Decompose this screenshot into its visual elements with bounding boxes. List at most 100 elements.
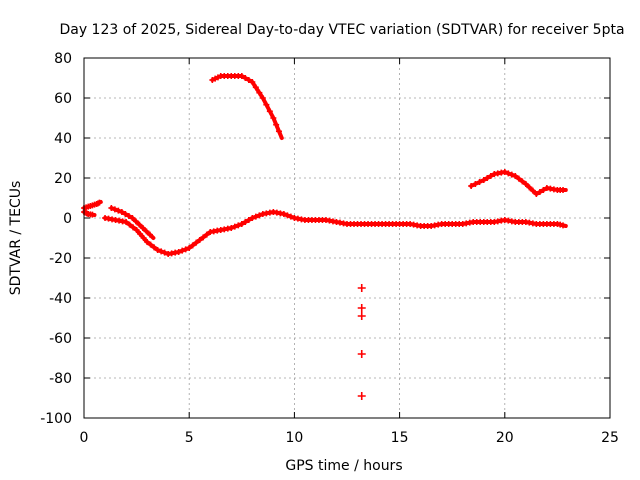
data-point (515, 175, 522, 182)
data-point (526, 184, 533, 191)
data-point (252, 213, 259, 220)
data-point (140, 235, 147, 241)
data-point (284, 212, 291, 219)
data-point (508, 171, 515, 178)
sat-trace-3-points (102, 209, 567, 257)
x-tick-label: 0 (80, 430, 89, 446)
data-point (133, 227, 140, 233)
data-point (512, 173, 519, 179)
data-point (270, 115, 277, 121)
data-point (108, 205, 115, 211)
outlier-point (357, 350, 366, 358)
data-point (158, 248, 165, 255)
y-tick-label: 40 (54, 131, 72, 147)
data-point (501, 169, 508, 175)
data-point (96, 199, 103, 206)
data-point (256, 89, 263, 96)
sat-trace-6 (469, 170, 568, 196)
data-point (249, 215, 256, 221)
chart-title: Day 123 of 2025, Sidereal Day-to-day VTE… (59, 22, 624, 38)
y-tick-label: -40 (49, 291, 72, 307)
data-point (245, 217, 252, 223)
data-point (468, 183, 475, 189)
data-point (280, 211, 287, 217)
data-point (189, 242, 196, 249)
data-point (89, 211, 96, 218)
data-point (111, 206, 118, 213)
data-point (118, 209, 125, 215)
data-point (203, 231, 210, 238)
data-point (130, 224, 137, 231)
sat-trace-4-points (108, 205, 153, 238)
data-point (238, 221, 245, 227)
data-point (275, 128, 282, 135)
data-point (175, 249, 182, 255)
data-point (154, 247, 161, 253)
data-point (146, 231, 153, 238)
data-point (242, 219, 249, 225)
data-point (256, 212, 263, 219)
sat-trace-5 (210, 74, 284, 140)
data-point (540, 187, 547, 193)
data-point (505, 170, 512, 177)
data-point (536, 189, 543, 195)
data-point (533, 191, 540, 197)
y-axis-label: SDTVAR / TECUs (8, 181, 24, 296)
data-point (115, 207, 122, 214)
data-point (196, 237, 203, 243)
data-point (193, 239, 200, 246)
data-point (263, 101, 270, 108)
data-point (245, 77, 252, 83)
data-point (231, 223, 238, 230)
data-point (529, 187, 536, 194)
data-point (182, 246, 189, 253)
data-point (238, 73, 245, 79)
data-point (287, 213, 294, 220)
tick-labels: 0 5 10 15 20 25 -100 -80 -60 -40 -20 0 20 40 60 80 (40, 51, 619, 446)
data-point (487, 173, 494, 179)
data-point (519, 178, 526, 185)
data-point (123, 219, 130, 225)
data-point (179, 247, 186, 254)
y-tick-label: 0 (63, 211, 72, 227)
y-tick-label: -100 (40, 411, 72, 427)
data-point (560, 222, 567, 229)
data-point (122, 211, 129, 217)
data-point (476, 179, 483, 185)
data-point (151, 244, 158, 251)
data-point (522, 181, 529, 187)
data-point (252, 84, 259, 91)
data-point (266, 108, 273, 115)
outlier-point (357, 284, 366, 292)
data-point (126, 221, 133, 228)
x-tick-label: 20 (496, 430, 514, 446)
data-point (242, 75, 249, 81)
data-point (161, 249, 168, 256)
data-point (273, 121, 280, 128)
data-point (259, 95, 266, 101)
y-tick-label: -60 (49, 331, 72, 347)
data-point (143, 228, 150, 235)
x-axis-label: GPS time / hours (285, 458, 402, 474)
data-point (249, 79, 256, 85)
y-tick-label: -20 (49, 251, 72, 267)
x-tick-label: 5 (185, 430, 194, 446)
x-tick-label: 15 (391, 430, 409, 446)
data-point (472, 181, 479, 187)
data-point (484, 175, 491, 181)
data-point (129, 215, 136, 221)
data-point (228, 225, 235, 231)
grid-lines (84, 58, 610, 418)
data-point (137, 231, 144, 237)
y-tick-label: 60 (54, 91, 72, 107)
data-point (125, 213, 132, 219)
data-point (480, 177, 487, 183)
y-tick-label: 20 (54, 171, 72, 187)
data-point (200, 234, 207, 241)
axis-ticks (83, 57, 611, 419)
data-point (136, 221, 143, 228)
data-point (132, 218, 139, 225)
data-point (144, 239, 151, 245)
data-point (186, 245, 193, 251)
